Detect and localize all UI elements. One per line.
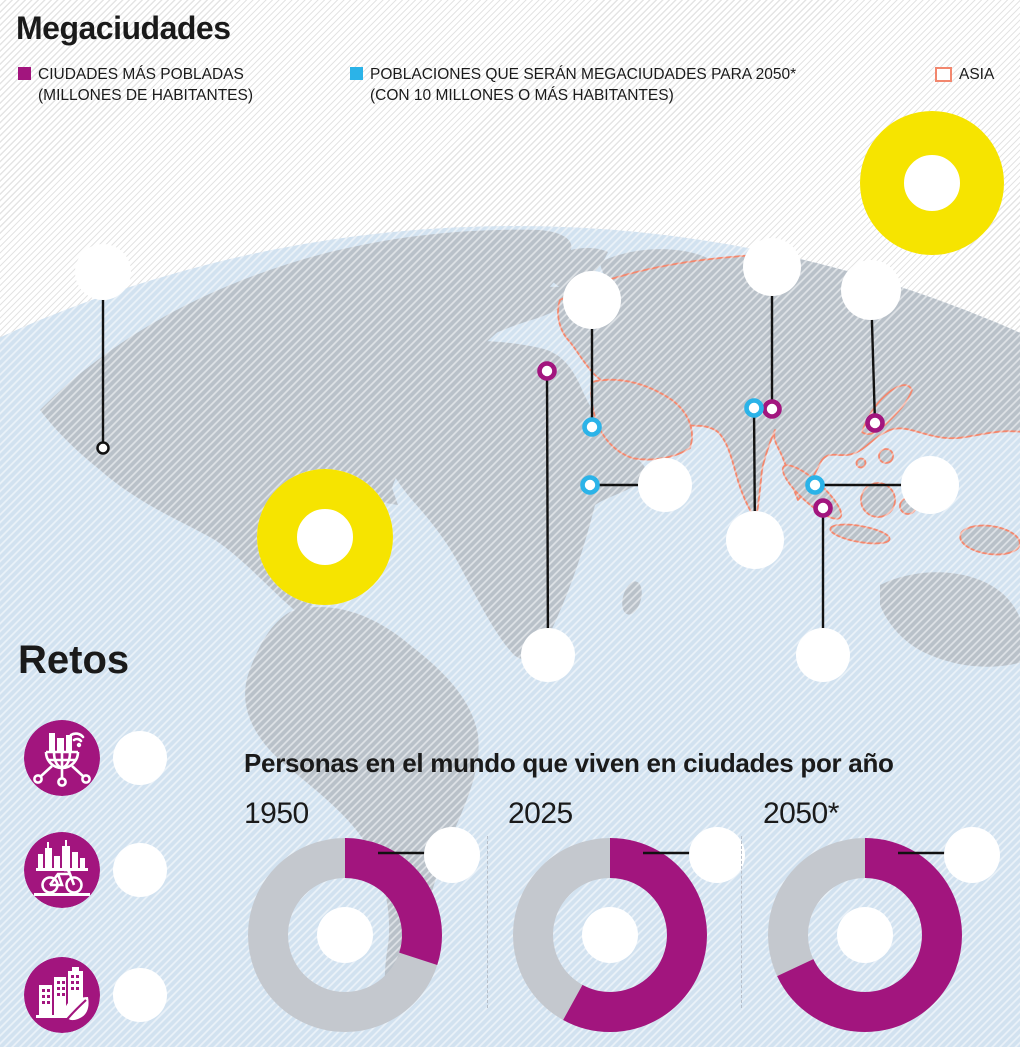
city-label-placeholder-circle [796,628,850,682]
most-populated-city-marker [537,361,557,381]
future-megacity-marker [580,475,600,495]
connected-city-globe-icon [24,720,100,796]
chart-divider [487,836,488,1008]
donut-center-placeholder-circle [582,907,638,963]
asia-outline-swatch-icon [935,67,952,82]
legend-item-most-populated: CIUDADES MÁS POBLADAS (MILLONES DE HABIT… [18,64,253,106]
yellow-megacity-ring [257,469,393,605]
legend-future-megacities-line2: (CON 10 MILLONES O MÁS HABITANTES) [370,87,674,104]
urban-donut-chart [248,827,480,1032]
urban-donut-chart [513,827,745,1032]
donut-year-label-2025: 2025 [508,797,573,830]
yellow-rings-layer [257,111,1004,605]
marker-callout-line [545,370,550,656]
city-label-placeholder-circle [563,271,621,329]
donut-year-label-2050: 2050* [763,797,839,830]
donut-label-placeholder-circle [944,827,1000,883]
city-label-placeholder-circle [841,260,901,320]
reto-label-placeholder-circle [113,731,167,785]
future-megacities-swatch-icon [350,67,363,80]
future-megacity-marker [744,398,764,418]
legend-most-populated-line1: CIUDADES MÁS POBLADAS [38,66,244,83]
globe-hatch-texture [0,226,1020,1047]
reto-label-placeholder-circle [113,968,167,1022]
reto-label-placeholder-circle [113,843,167,897]
page-title: Megaciudades [16,10,231,46]
retos-heading: Retos [18,638,130,682]
most-populated-city-marker [762,399,782,419]
urban-donut-chart [768,827,1000,1032]
most-populated-swatch-icon [18,67,31,80]
donut-urban-segment [248,838,442,1032]
city-label-placeholder-circle [75,244,131,300]
urban-donut-charts-layer [248,827,1000,1032]
reto-item-connectivity [24,720,100,801]
legend-item-future-megacities: POBLACIONES QUE SERÁN MEGACIUDADES PARA … [350,64,796,106]
chart-divider [741,836,742,1008]
donut-center-placeholder-circle [317,907,373,963]
city-label-placeholder-circle [521,628,575,682]
yellow-megacity-ring [860,111,1004,255]
reto-item-sustainability [24,957,100,1038]
most-populated-city-marker [865,413,885,433]
legend-future-megacities-line1: POBLACIONES QUE SERÁN MEGACIUDADES PARA … [370,66,797,83]
city-label-placeholder-circle [638,458,692,512]
map-markers-layer [75,238,959,682]
city-label-placeholder-circle [726,511,784,569]
city-mobility-bicycle-icon [24,832,100,908]
donut-label-placeholder-circle [689,827,745,883]
urban-chart-title: Personas en el mundo que viven en ciudad… [244,748,894,778]
donut-center-placeholder-circle [837,907,893,963]
legend-asia-label: ASIA [959,66,995,83]
sustainable-buildings-leaf-icon [24,957,100,1033]
legend-most-populated-line2: (MILLONES DE HABITANTES) [38,87,254,104]
donut-label-placeholder-circle [424,827,480,883]
city-label-placeholder-circle [743,238,801,296]
donut-urban-segment [768,838,962,1032]
future-megacity-marker [805,475,825,495]
legend-item-asia: ASIA [935,64,994,85]
most-populated-city-marker [96,441,110,455]
future-megacity-marker [582,417,602,437]
donut-urban-segment [513,838,707,1032]
reto-item-mobility [24,832,100,913]
city-label-placeholder-circle [901,456,959,514]
donut-year-label-1950: 1950 [244,797,309,830]
most-populated-city-marker [813,498,833,518]
